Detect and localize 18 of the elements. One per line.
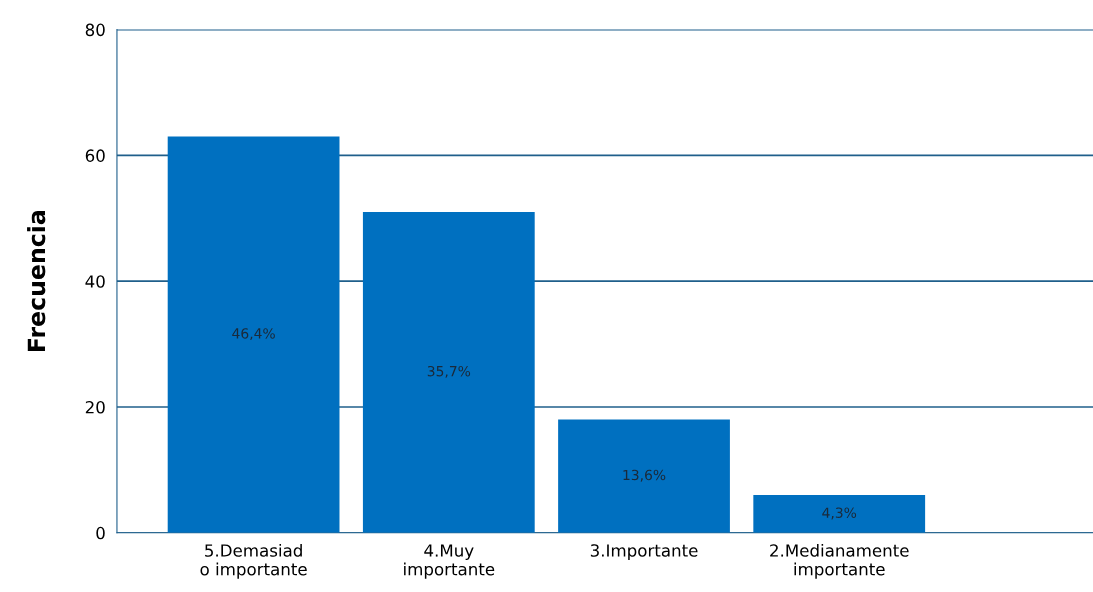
y-tick-label: 80 <box>85 23 105 37</box>
bar <box>558 419 730 533</box>
y-tick-label: 20 <box>85 400 105 414</box>
annotation: 35,7% <box>427 365 471 378</box>
bar <box>753 495 926 533</box>
annotation: 4,3% <box>822 507 857 520</box>
x-tick-label: 2.Medianamente importante <box>770 543 909 579</box>
y-tick-label: 40 <box>85 275 105 288</box>
y-axis-title: Frecuencia <box>27 211 46 351</box>
x-tick-label: 4.Muy importante <box>404 544 495 579</box>
y-tick-label: 0 <box>96 526 105 540</box>
x-tick-label: 3.Importante <box>590 544 698 561</box>
x-tick-label: 5.Demasiad o importante <box>200 543 307 579</box>
y-tick-label: 60 <box>85 149 105 162</box>
bar <box>167 136 340 533</box>
bar <box>362 212 535 533</box>
annotation: 13,6% <box>623 469 666 482</box>
annotation: 46,4% <box>232 328 275 341</box>
